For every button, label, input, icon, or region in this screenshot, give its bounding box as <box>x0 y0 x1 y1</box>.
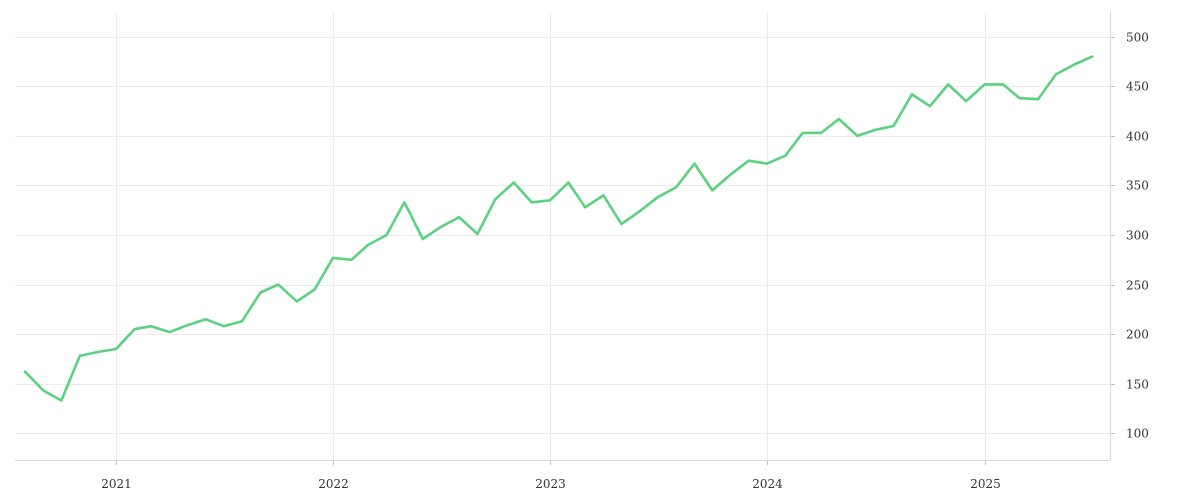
y-tick-label: 500 <box>1126 31 1149 45</box>
axes-layer <box>15 12 1115 465</box>
tick-labels-layer: 100 150 200 250 300 350 400 450 500 2021 2022 2023 2… <box>101 31 1149 492</box>
series-layer <box>23 55 1094 402</box>
y-tick-label: 200 <box>1126 328 1149 342</box>
y-tick-label: 300 <box>1126 229 1149 243</box>
y-tick-label: 450 <box>1126 80 1149 94</box>
y-tick-label: 250 <box>1126 279 1149 293</box>
y-tick-label: 150 <box>1126 378 1149 392</box>
x-tick-label: 2021 <box>101 477 132 491</box>
y-tick-label: 350 <box>1126 179 1149 193</box>
y-tick-label: 400 <box>1126 130 1149 144</box>
x-tick-label: 2024 <box>752 477 783 491</box>
x-tick-label: 2025 <box>970 477 1001 491</box>
grid-layer <box>15 12 1110 460</box>
y-tick-label: 100 <box>1126 427 1149 441</box>
x-tick-label: 2023 <box>535 477 566 491</box>
x-tick-label: 2022 <box>318 477 349 491</box>
series-line <box>23 55 1094 402</box>
